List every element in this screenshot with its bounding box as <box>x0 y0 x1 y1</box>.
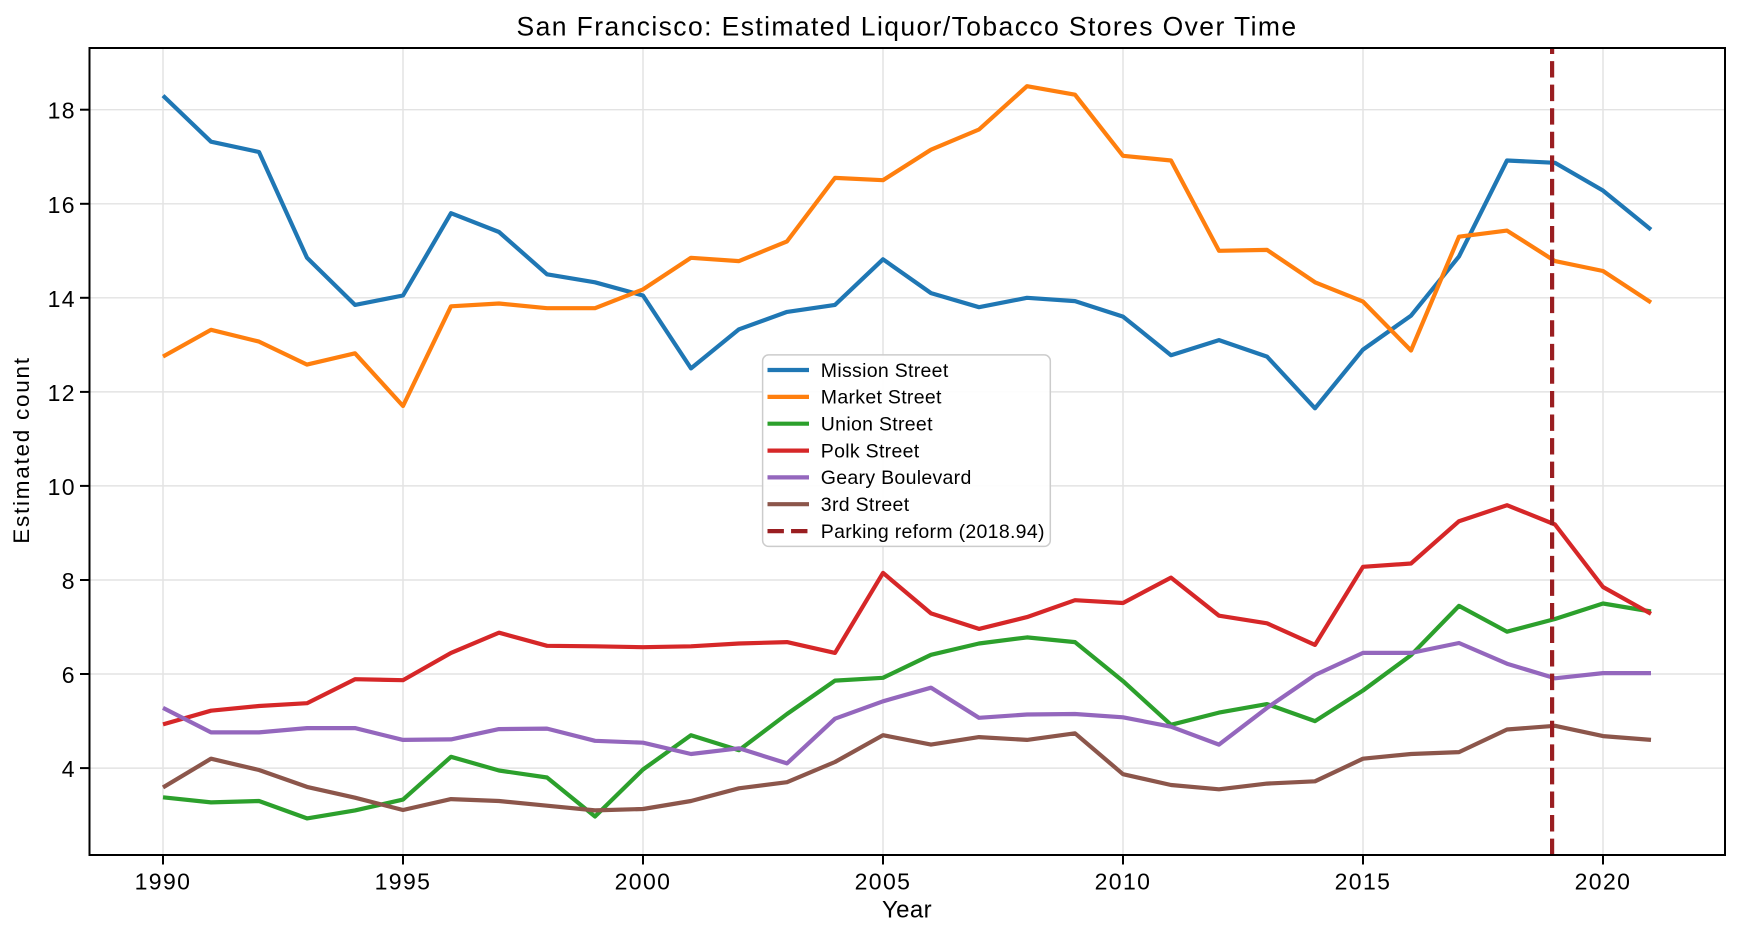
svg-text:1995: 1995 <box>375 868 432 894</box>
svg-text:12: 12 <box>48 380 76 406</box>
svg-text:2005: 2005 <box>855 868 912 894</box>
svg-text:2015: 2015 <box>1335 868 1392 894</box>
svg-text:3rd Street: 3rd Street <box>821 494 910 516</box>
svg-text:10: 10 <box>48 474 76 500</box>
svg-text:2000: 2000 <box>615 868 672 894</box>
svg-text:1990: 1990 <box>135 868 192 894</box>
svg-text:Geary Boulevard: Geary Boulevard <box>821 467 972 489</box>
svg-text:2010: 2010 <box>1095 868 1152 894</box>
svg-text:14: 14 <box>48 286 76 312</box>
svg-text:San Francisco: Estimated Liquo: San Francisco: Estimated Liquor/Tobacco … <box>517 11 1298 41</box>
svg-text:Union Street: Union Street <box>821 414 933 436</box>
svg-text:Estimated count: Estimated count <box>9 356 34 544</box>
svg-text:Year: Year <box>882 897 932 924</box>
svg-text:4: 4 <box>62 756 76 782</box>
svg-text:6: 6 <box>62 662 76 688</box>
svg-text:18: 18 <box>48 98 76 124</box>
svg-text:8: 8 <box>62 568 76 594</box>
svg-text:Parking reform (2018.94): Parking reform (2018.94) <box>821 521 1045 543</box>
svg-text:16: 16 <box>48 192 76 218</box>
svg-text:Market Street: Market Street <box>821 387 942 409</box>
svg-text:2020: 2020 <box>1575 868 1632 894</box>
svg-text:Mission Street: Mission Street <box>821 360 949 382</box>
svg-text:Polk Street: Polk Street <box>821 440 920 462</box>
